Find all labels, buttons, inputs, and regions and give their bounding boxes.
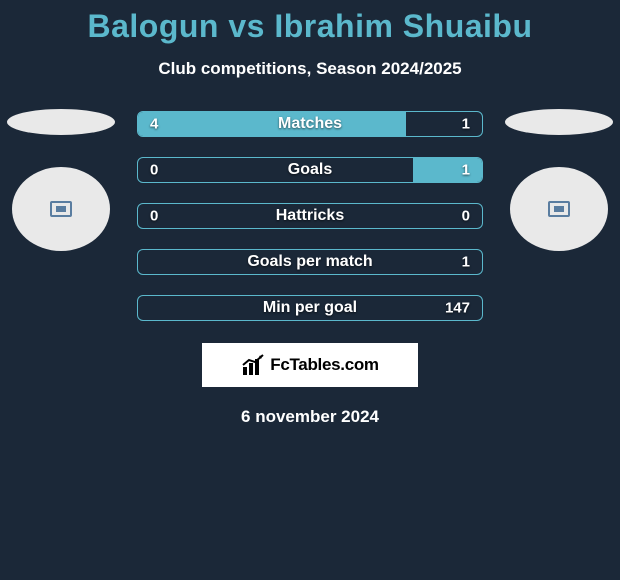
- player-left-avatar-placeholder: [12, 167, 110, 251]
- stat-bar: Min per goal147: [137, 295, 483, 321]
- stat-value-left: 4: [150, 116, 158, 133]
- bar-fill-left: [138, 112, 406, 136]
- stat-value-left: 0: [150, 162, 158, 179]
- bar-fill-right: [413, 158, 482, 182]
- stat-label: Goals per match: [138, 253, 482, 271]
- stat-value-right: 1: [462, 254, 470, 271]
- stat-value-right: 1: [462, 162, 470, 179]
- stat-value-right: 1: [462, 116, 470, 133]
- stat-value-left: 0: [150, 208, 158, 225]
- stat-label: Min per goal: [138, 299, 482, 317]
- stat-bars: 4Matches10Goals10Hattricks0Goals per mat…: [137, 111, 483, 321]
- player-left-flag-placeholder: [7, 109, 115, 135]
- stat-bar: 0Hattricks0: [137, 203, 483, 229]
- player-left-column: [6, 109, 116, 251]
- stat-bar: Goals per match1: [137, 249, 483, 275]
- stat-bar: 4Matches1: [137, 111, 483, 137]
- stat-bar: 0Goals1: [137, 157, 483, 183]
- stat-label: Hattricks: [138, 207, 482, 225]
- content-row: 4Matches10Goals10Hattricks0Goals per mat…: [0, 109, 620, 321]
- image-placeholder-icon: [50, 201, 72, 217]
- subtitle: Club competitions, Season 2024/2025: [0, 59, 620, 79]
- attribution-text: FcTables.com: [270, 355, 379, 375]
- image-placeholder-icon: [548, 201, 570, 217]
- comparison-card: Balogun vs Ibrahim Shuaibu Club competit…: [0, 0, 620, 427]
- fctables-chart-icon: [241, 353, 265, 377]
- stat-value-right: 0: [462, 208, 470, 225]
- page-title: Balogun vs Ibrahim Shuaibu: [0, 8, 620, 45]
- player-right-flag-placeholder: [505, 109, 613, 135]
- attribution-logo: FcTables.com: [202, 343, 418, 387]
- date-line: 6 november 2024: [0, 407, 620, 427]
- stat-value-right: 147: [445, 300, 470, 317]
- player-right-avatar-placeholder: [510, 167, 608, 251]
- player-right-column: [504, 109, 614, 251]
